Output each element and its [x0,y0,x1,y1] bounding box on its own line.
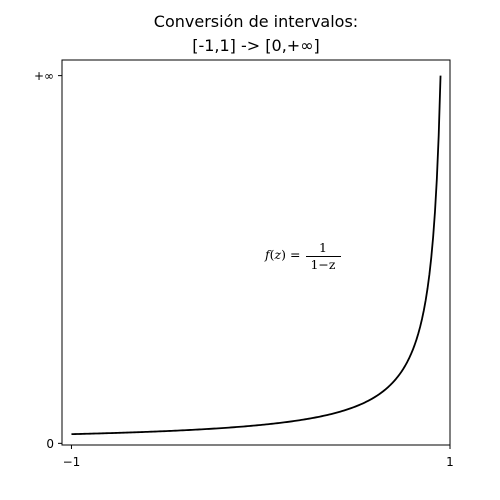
plot-area [71,75,442,436]
annotation-numerator: 1 [319,240,327,255]
annotation-denominator: 1−z [310,257,335,272]
function-annotation: f(z) = 1 1−z [264,240,341,272]
x-tick-label-0: −1 [63,455,81,469]
chart-title-line-2: [-1,1] -> [0,+∞] [192,36,320,55]
axes: −1 1 0 +∞ [34,59,454,469]
plot-frame [61,59,451,446]
annotation-lhs: f(z) = [264,247,300,262]
chart-title-line-1: Conversión de intervalos: [153,12,359,31]
series-line-0 [71,75,442,436]
y-tick-label-0: 0 [46,437,54,451]
x-tick-label-1: 1 [446,455,454,469]
y-tick-label-1: +∞ [34,69,54,83]
